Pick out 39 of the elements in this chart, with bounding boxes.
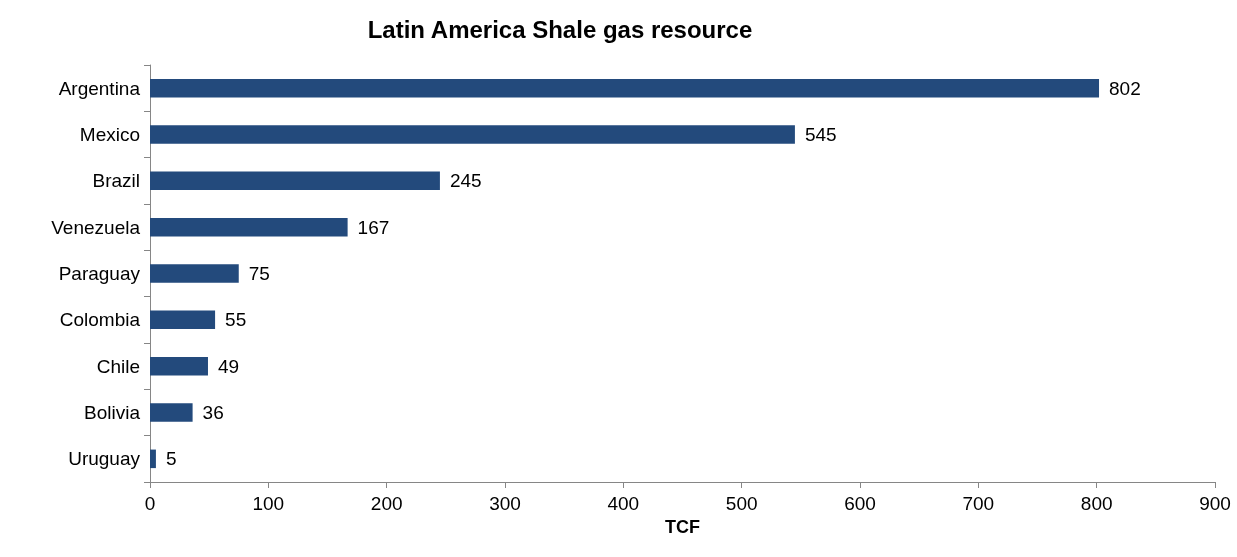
y-tick-label: Argentina xyxy=(58,77,141,99)
bar xyxy=(150,171,440,191)
x-tick-label: 400 xyxy=(607,493,640,514)
y-tick-label: Uruguay xyxy=(68,448,141,470)
bar xyxy=(150,217,348,237)
bar xyxy=(150,310,216,330)
x-tick-label: 300 xyxy=(489,493,521,514)
bar xyxy=(150,125,795,144)
data-label: 5 xyxy=(165,448,177,470)
y-tick-label: Chile xyxy=(96,355,140,377)
data-label: 167 xyxy=(357,216,390,238)
chart-title: Latin America Shale gas resource xyxy=(367,15,753,43)
bar xyxy=(150,264,239,283)
y-tick-label: Mexico xyxy=(79,124,140,145)
bar xyxy=(150,356,208,376)
bar xyxy=(150,403,193,422)
data-label: 545 xyxy=(804,124,837,145)
y-tick-label: Colombia xyxy=(59,309,141,331)
x-tick-label: 200 xyxy=(370,493,403,514)
data-label: 55 xyxy=(225,309,247,331)
data-label: 75 xyxy=(248,263,270,284)
y-tick-label: Paraguay xyxy=(58,263,141,284)
x-tick-label: 100 xyxy=(252,493,285,514)
data-label: 36 xyxy=(202,402,224,423)
bar xyxy=(150,78,1100,98)
x-tick-label: 600 xyxy=(844,493,876,514)
x-tick-label: 0 xyxy=(144,493,156,514)
x-tick-label: 500 xyxy=(725,493,758,514)
data-label: 802 xyxy=(1109,77,1141,99)
y-tick-label: Bolivia xyxy=(84,402,141,423)
x-tick-label: 700 xyxy=(962,493,995,514)
data-label: 49 xyxy=(217,355,240,377)
bar xyxy=(150,449,156,469)
data-label: 245 xyxy=(449,170,482,192)
x-axis-title: TCF xyxy=(665,517,700,537)
y-tick-label: Venezuela xyxy=(51,216,141,238)
y-tick-label: Brazil xyxy=(92,170,140,192)
x-tick-label: 800 xyxy=(1080,493,1113,514)
x-tick-label: 900 xyxy=(1199,493,1231,514)
